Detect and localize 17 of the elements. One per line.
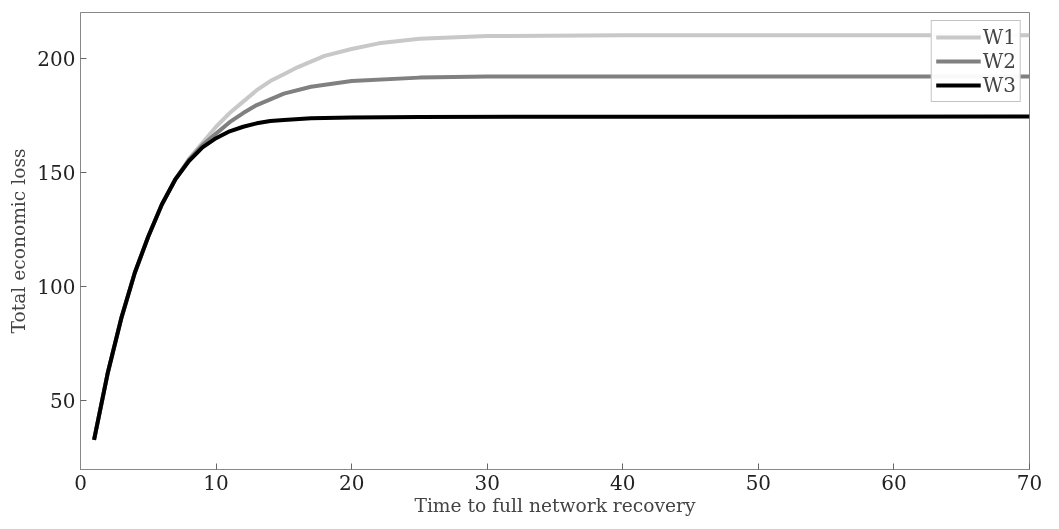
y-tick-label: 200 <box>37 46 76 71</box>
y-axis-title: Total economic loss <box>8 148 30 334</box>
x-tick-label: 60 <box>881 470 907 495</box>
y-tick-label: 150 <box>37 160 76 185</box>
legend-label: W3 <box>982 73 1016 97</box>
x-tick-label: 70 <box>1016 470 1043 495</box>
x-axis-title: Time to full network recovery <box>414 494 697 516</box>
x-tick-label: 10 <box>203 470 229 495</box>
x-tick-label: 0 <box>74 470 87 495</box>
y-tick-label: 50 <box>50 389 76 414</box>
x-tick-label: 30 <box>474 470 500 495</box>
x-tick-label: 50 <box>745 470 772 495</box>
legend-label: W2 <box>982 49 1016 73</box>
legend-label: W1 <box>982 25 1016 49</box>
y-tick-label: 100 <box>37 275 76 300</box>
x-tick-label: 20 <box>338 470 365 495</box>
x-tick-label: 40 <box>610 470 636 495</box>
